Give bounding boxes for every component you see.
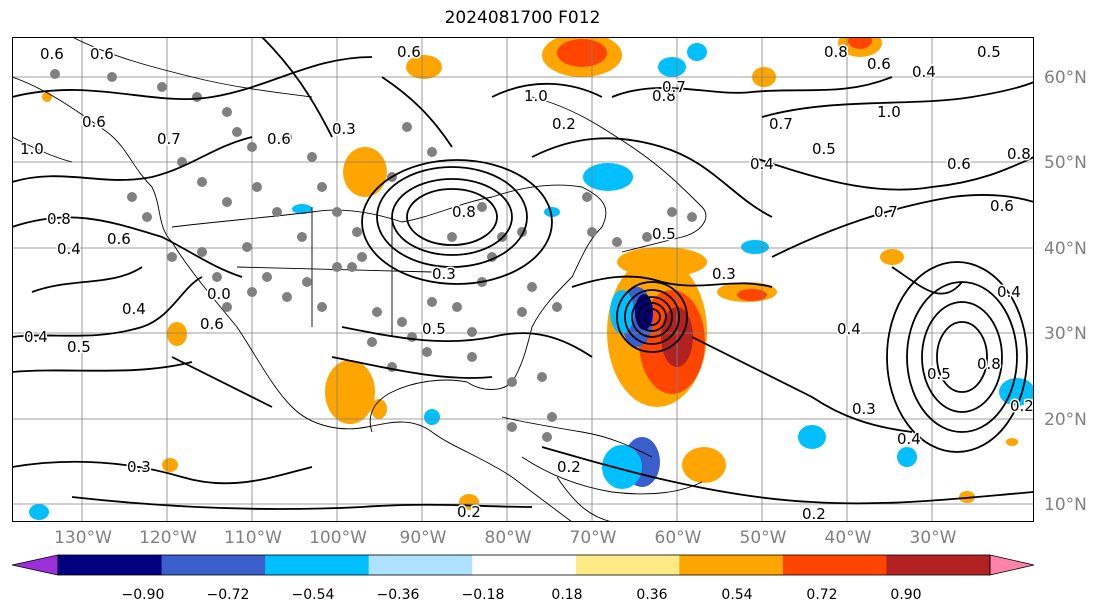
contour-label: 0.2	[552, 115, 576, 133]
colorbar-tick-label: 0.36	[636, 587, 668, 603]
colorbar-segment	[886, 555, 991, 575]
lon-label-90w: 90°W	[399, 528, 447, 548]
contour-label: 0.8	[824, 43, 848, 61]
contour-label: 0.6	[200, 315, 224, 333]
map-panel: 0.6 0.6 0.6 1.0 0.6 0.7 0.6 0.3 0.8 0.4 0.6 0.4 0.4 0…	[12, 37, 1034, 522]
coastlines	[12, 37, 707, 522]
lat-label-40n: 40°N	[1044, 239, 1087, 259]
contour-label: 0.8	[652, 87, 676, 105]
contour-label: 0.6	[947, 155, 971, 173]
contour-label: 1.0	[877, 103, 901, 121]
colorbar-tick-label: −0.36	[376, 587, 420, 603]
contour-label: 0.2	[557, 458, 581, 476]
contour-label: 0.6	[40, 45, 64, 63]
colorbar-extend-low	[12, 554, 59, 576]
contour-label: 0.3	[852, 400, 876, 418]
colorbar-tick-label: −0.54	[291, 587, 335, 603]
contour-label: 0.2	[1010, 397, 1034, 415]
colorbar-tick-label: −0.90	[121, 587, 165, 603]
contour-label: 0.6	[867, 55, 891, 73]
contour-label: 1.0	[20, 140, 44, 158]
colorbar-segment	[782, 555, 887, 575]
contour-label: 0.6	[267, 130, 291, 148]
contour-label: 0.5	[977, 43, 1001, 61]
colorbar-tick-label: 0.72	[806, 587, 838, 603]
contour-label: 0.2	[457, 503, 481, 521]
lat-label-20n: 20°N	[1044, 410, 1087, 430]
contour-label: 0.7	[874, 203, 898, 221]
graticule	[12, 37, 1034, 522]
contour-label: 0.0	[207, 285, 231, 303]
colorbar-segment	[368, 555, 473, 575]
lon-label-40w: 40°W	[824, 528, 872, 548]
contour-label: 0.6	[990, 197, 1014, 215]
shaded-anomaly-field	[29, 37, 1034, 520]
lat-label-10n: 10°N	[1044, 495, 1087, 515]
contour-lines	[12, 37, 1034, 510]
colorbar-segments	[12, 554, 1035, 576]
colorbar-segment	[679, 555, 784, 575]
colorbar-tick-label: 0.90	[890, 587, 922, 603]
contour-label: 0.4	[24, 328, 48, 346]
colorbar-segment	[575, 555, 680, 575]
colorbar-tick-label: 0.18	[551, 587, 583, 603]
lat-label-50n: 50°N	[1044, 153, 1087, 173]
colorbar-tick-label: 0.54	[721, 587, 753, 603]
contour-label: 0.5	[67, 338, 91, 356]
contour-label: 0.6	[82, 113, 106, 131]
colorbar-frame	[57, 554, 991, 576]
map-background	[12, 37, 1034, 522]
contour-label: 0.7	[769, 115, 793, 133]
contour-label: 0.5	[422, 320, 446, 338]
contour-label: 0.6	[107, 230, 131, 248]
contour-label: 0.4	[837, 320, 861, 338]
colorbar	[12, 554, 1035, 576]
lon-label-100w: 100°W	[309, 528, 367, 548]
colorbar-tick-label: −0.18	[461, 587, 505, 603]
lon-label-50w: 50°W	[739, 528, 787, 548]
map-frame	[12, 37, 1034, 522]
contour-label: 0.7	[662, 78, 686, 96]
contour-label: 0.4	[750, 155, 774, 173]
contour-label: 0.7	[157, 130, 181, 148]
contour-label: 0.6	[397, 43, 421, 61]
contour-label: 0.8	[47, 210, 71, 228]
contour-label: 0.2	[802, 505, 826, 522]
contour-label: 1.0	[524, 87, 548, 105]
contour-labels: 0.6 0.6 0.6 1.0 0.6 0.7 0.6 0.3 0.8 0.4 0.6 0.4 0.4 0…	[19, 42, 1035, 523]
contour-label: 0.8	[1007, 145, 1031, 163]
contour-label: 0.3	[127, 458, 151, 476]
colorbar-tick-label: −0.72	[206, 587, 250, 603]
lat-label-30n: 30°N	[1044, 324, 1087, 344]
colorbar-extend-high	[989, 554, 1035, 576]
colorbar-segment	[265, 555, 370, 575]
lon-label-120w: 120°W	[139, 528, 197, 548]
lon-label-110w: 110°W	[224, 528, 282, 548]
contour-label: 0.3	[432, 265, 456, 283]
contour-label: 0.3	[712, 265, 736, 283]
lon-label-60w: 60°W	[654, 528, 702, 548]
contour-label: 0.4	[897, 430, 921, 448]
contour-label: 0.4	[122, 300, 146, 318]
contour-label: 0.4	[997, 283, 1021, 301]
contour-label: 0.6	[90, 45, 114, 63]
contour-label: 0.5	[927, 365, 951, 383]
colorbar-segment	[161, 555, 266, 575]
colorbar-segment	[58, 555, 163, 575]
contour-label: 0.4	[57, 240, 81, 258]
contour-label: 0.4	[912, 63, 936, 81]
contour-label: 0.5	[652, 225, 676, 243]
contour-label: 0.3	[332, 120, 356, 138]
lat-label-60n: 60°N	[1044, 68, 1087, 88]
contour-label: 0.8	[452, 203, 476, 221]
map-title: 2024081700 F012	[444, 8, 601, 28]
lon-label-80w: 80°W	[484, 528, 532, 548]
colorbar-segment	[472, 555, 577, 575]
contour-label: 0.8	[977, 355, 1001, 373]
lon-label-30w: 30°W	[909, 528, 957, 548]
lon-label-130w: 130°W	[54, 528, 112, 548]
contour-label: 0.5	[812, 140, 836, 158]
station-dots	[50, 69, 697, 442]
lon-label-70w: 70°W	[569, 528, 617, 548]
